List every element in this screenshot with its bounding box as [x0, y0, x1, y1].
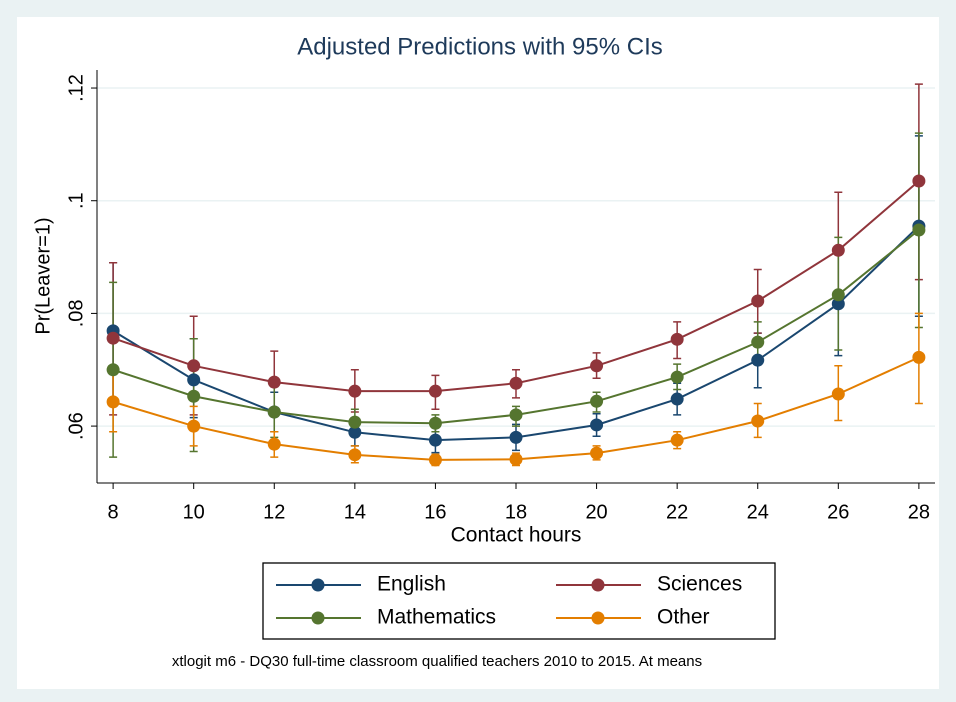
- point: [106, 363, 120, 377]
- point: [831, 288, 845, 302]
- point: [670, 433, 684, 447]
- point: [428, 433, 442, 447]
- point: [187, 359, 201, 373]
- point: [590, 359, 604, 373]
- point: [428, 416, 442, 430]
- chart-title: Adjusted Predictions with 95% CIs: [297, 33, 663, 60]
- point: [348, 415, 362, 429]
- point: [751, 335, 765, 349]
- point: [912, 223, 926, 237]
- point: [509, 452, 523, 466]
- point: [751, 294, 765, 308]
- point: [670, 370, 684, 384]
- y-tick-label: .1: [65, 192, 87, 209]
- x-tick-label: 26: [827, 501, 849, 523]
- legend-label: Sciences: [657, 573, 742, 596]
- legend-marker: [311, 578, 325, 592]
- point: [590, 446, 604, 460]
- point: [590, 394, 604, 408]
- legend-marker: [591, 578, 605, 592]
- point: [912, 174, 926, 188]
- point: [590, 418, 604, 432]
- y-axis-label: Pr(Leaver=1): [32, 217, 54, 334]
- x-tick-label: 10: [183, 501, 205, 523]
- point: [670, 392, 684, 406]
- point: [509, 376, 523, 390]
- point: [187, 373, 201, 387]
- point: [267, 375, 281, 389]
- x-tick-label: 22: [666, 501, 688, 523]
- legend-label: Mathematics: [377, 606, 496, 629]
- legend-marker: [311, 611, 325, 625]
- point: [267, 405, 281, 419]
- legend-label: English: [377, 573, 446, 596]
- point: [187, 389, 201, 403]
- y-tick-label: .12: [65, 74, 87, 102]
- point: [348, 384, 362, 398]
- point: [106, 395, 120, 409]
- y-tick-label: .08: [65, 299, 87, 327]
- x-tick-label: 8: [108, 501, 119, 523]
- point: [831, 243, 845, 257]
- point: [831, 387, 845, 401]
- point: [509, 408, 523, 422]
- point: [670, 332, 684, 346]
- point: [267, 437, 281, 451]
- point: [428, 384, 442, 398]
- point: [348, 425, 362, 439]
- note: xtlogit m6 - DQ30 full-time classroom qu…: [172, 653, 702, 670]
- point: [509, 430, 523, 444]
- point: [348, 448, 362, 462]
- point: [751, 353, 765, 367]
- x-tick-label: 28: [908, 501, 930, 523]
- y-tick-label: .06: [65, 412, 87, 440]
- point: [428, 453, 442, 467]
- point: [751, 414, 765, 428]
- x-axis-label: Contact hours: [451, 524, 582, 547]
- x-tick-label: 12: [263, 501, 285, 523]
- x-tick-label: 18: [505, 501, 527, 523]
- legend-box: [262, 562, 776, 640]
- point: [187, 419, 201, 433]
- x-tick-label: 24: [747, 501, 769, 523]
- x-tick-label: 20: [585, 501, 607, 523]
- point: [912, 350, 926, 364]
- x-tick-label: 14: [344, 501, 366, 523]
- legend-marker: [591, 611, 605, 625]
- x-tick-label: 16: [424, 501, 446, 523]
- legend-label: Other: [657, 606, 710, 629]
- point: [831, 297, 845, 311]
- point: [106, 331, 120, 345]
